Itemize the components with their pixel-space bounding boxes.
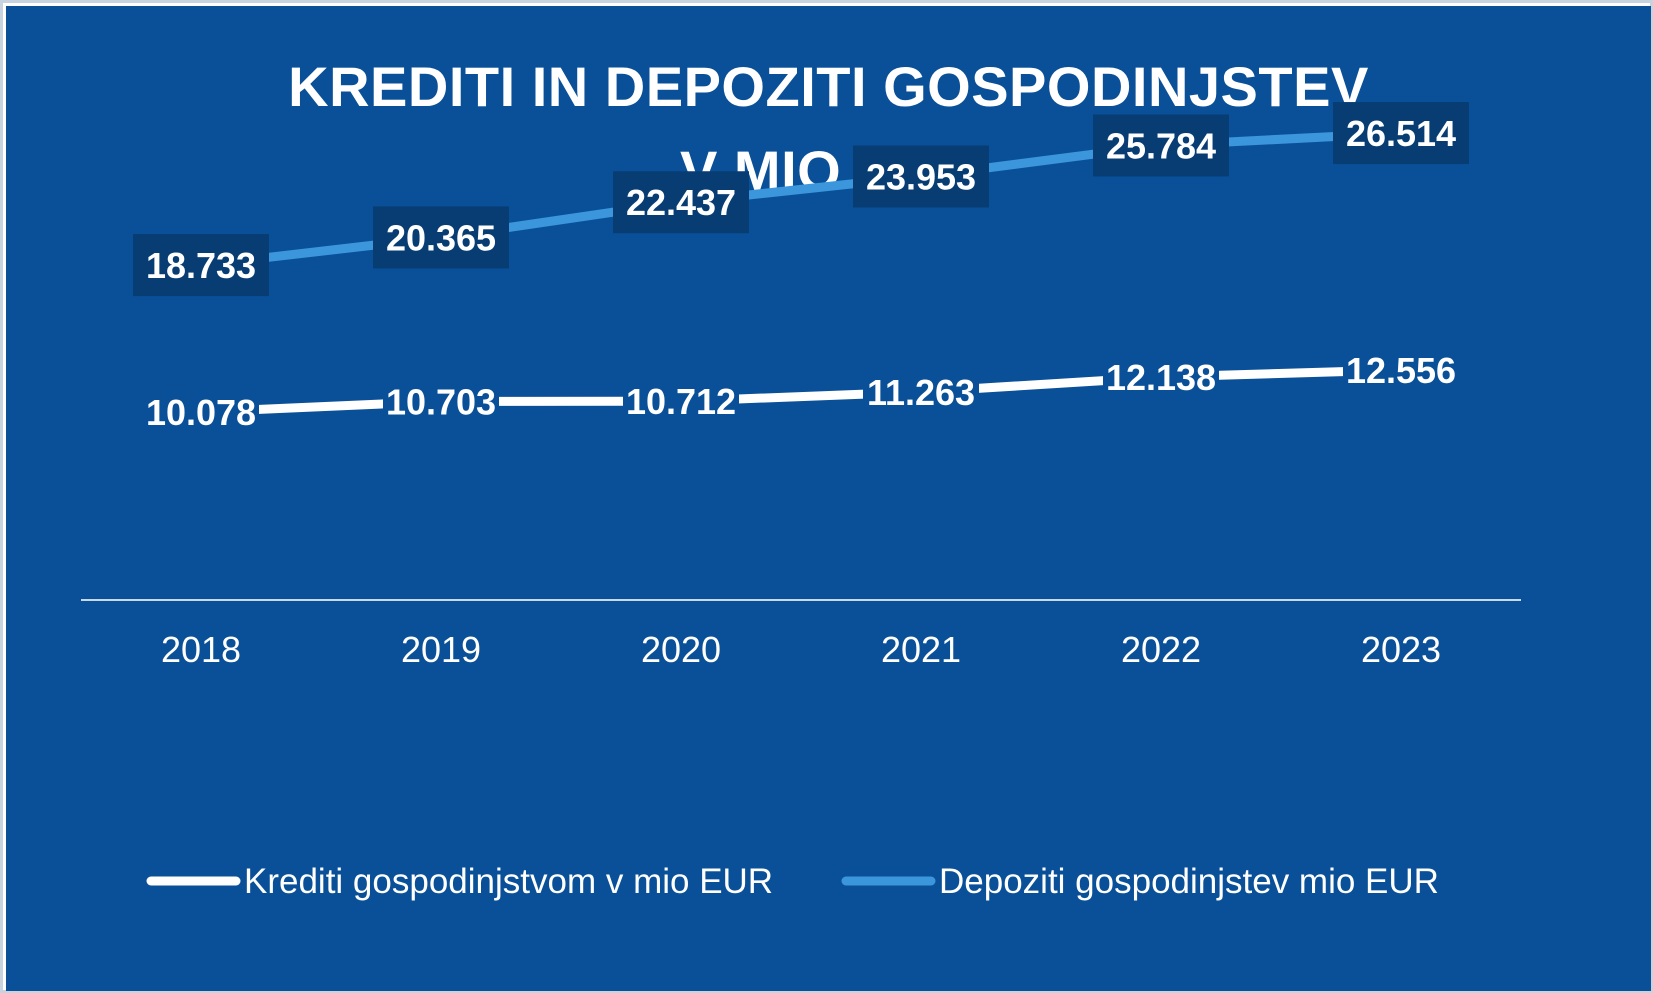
x-tick-label: 2021 (881, 629, 961, 670)
data-label: 20.365 (386, 217, 496, 258)
legend-label-krediti: Krediti gospodinjstvom v mio EUR (244, 862, 773, 901)
chart-panel: KREDITI IN DEPOZITI GOSPODINJSTEV V MIO … (6, 6, 1651, 991)
data-label: 10.703 (386, 381, 496, 422)
data-label: 25.784 (1106, 125, 1216, 166)
data-label-box (133, 234, 269, 297)
data-label-mask (1343, 347, 1459, 392)
legend-label-depoziti: Depoziti gospodinjstev mio EUR (939, 862, 1439, 901)
data-label-mask (863, 369, 979, 414)
data-label-mask (143, 389, 259, 434)
data-label-box (1333, 102, 1469, 165)
data-label: 10.712 (626, 381, 736, 422)
line-chart: 2018 2019 2020 2021 2022 2023 10.078 10.703 10.7… (81, 102, 1521, 901)
x-tick-label: 2022 (1121, 629, 1201, 670)
data-label-mask (1103, 355, 1219, 400)
data-label-box (853, 145, 989, 208)
data-label-mask (383, 379, 499, 424)
chart-title-line-1: KREDITI IN DEPOZITI GOSPODINJSTEV (288, 55, 1369, 118)
data-label: 26.514 (1346, 113, 1456, 154)
data-label-box (373, 206, 509, 269)
data-label: 23.953 (866, 157, 976, 198)
x-tick-label: 2018 (161, 629, 241, 670)
data-label: 12.556 (1346, 350, 1456, 391)
data-label: 10.078 (146, 392, 256, 433)
x-tick-label: 2019 (401, 629, 481, 670)
data-label: 18.733 (146, 245, 256, 286)
series-line-krediti (200, 365, 1402, 417)
data-label: 12.138 (1106, 357, 1216, 398)
x-tick-label: 2023 (1361, 629, 1441, 670)
data-label: 22.437 (626, 182, 736, 223)
data-label: 11.263 (867, 372, 975, 413)
data-label-box (1093, 114, 1229, 177)
data-label-mask (623, 379, 739, 424)
data-label-box (613, 171, 749, 234)
x-tick-label: 2020 (641, 629, 721, 670)
